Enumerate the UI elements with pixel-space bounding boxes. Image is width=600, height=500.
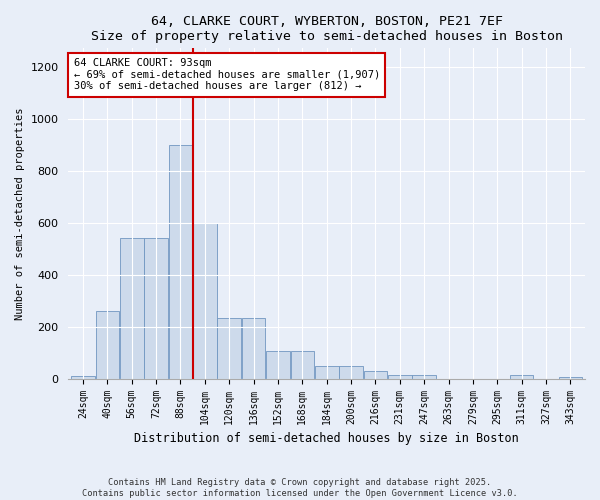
Bar bbox=[412, 375, 436, 378]
Bar bbox=[510, 375, 533, 378]
X-axis label: Distribution of semi-detached houses by size in Boston: Distribution of semi-detached houses by … bbox=[134, 432, 519, 445]
Bar bbox=[169, 144, 193, 378]
Bar bbox=[145, 238, 168, 378]
Bar bbox=[388, 375, 412, 378]
Bar bbox=[364, 371, 387, 378]
Bar bbox=[217, 318, 241, 378]
Bar bbox=[71, 376, 95, 378]
Text: 64 CLARKE COURT: 93sqm
← 69% of semi-detached houses are smaller (1,907)
30% of : 64 CLARKE COURT: 93sqm ← 69% of semi-det… bbox=[74, 58, 380, 92]
Bar bbox=[95, 311, 119, 378]
Bar bbox=[193, 222, 217, 378]
Bar bbox=[339, 366, 363, 378]
Bar bbox=[290, 352, 314, 378]
Y-axis label: Number of semi-detached properties: Number of semi-detached properties bbox=[15, 108, 25, 320]
Bar bbox=[266, 352, 290, 378]
Title: 64, CLARKE COURT, WYBERTON, BOSTON, PE21 7EF
Size of property relative to semi-d: 64, CLARKE COURT, WYBERTON, BOSTON, PE21… bbox=[91, 15, 563, 43]
Bar bbox=[120, 238, 143, 378]
Bar bbox=[315, 366, 338, 378]
Text: Contains HM Land Registry data © Crown copyright and database right 2025.
Contai: Contains HM Land Registry data © Crown c… bbox=[82, 478, 518, 498]
Bar bbox=[242, 318, 265, 378]
